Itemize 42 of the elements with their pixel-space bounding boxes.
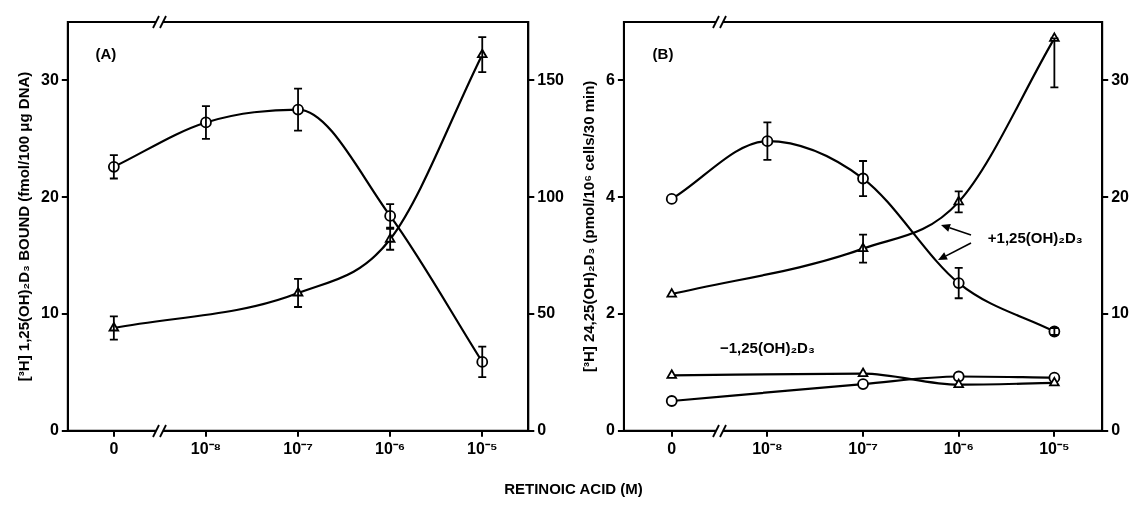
y-tick-label: 0 [605,421,615,439]
point [952,370,965,383]
x-tick-label: 10⁻⁶ [943,439,974,457]
y2-tick-label: 10 [1111,304,1130,322]
y2-tick-label: 0 [1111,421,1121,439]
x-tick-label: 10⁻⁵ [467,439,498,457]
point [666,369,677,379]
y-tick-label: 6 [605,70,615,88]
y2-tick-label: 30 [1111,70,1130,88]
y-tick-label: 4 [605,187,615,205]
y-tick-label: 30 [41,70,59,88]
y2-tick-label: 0 [537,421,547,439]
y-tick-label: 20 [41,187,59,205]
text: (B) [652,44,674,62]
x-tick-label: 10⁻⁷ [283,439,313,457]
x-tick-label: 10⁻⁸ [190,439,222,457]
annotation: −1,25(OH)₂D₃ [719,339,815,357]
y-tick-label: 10 [41,304,59,322]
point [665,193,678,205]
point [857,367,869,377]
x-tick-label: 10⁻⁷ [848,439,878,457]
point [953,378,964,389]
y-tick-label: 0 [49,421,59,439]
x-tick-label: 0 [109,439,119,457]
point [1049,377,1060,387]
y2-tick-label: 150 [537,70,565,88]
y2-tick-label: 20 [1111,187,1130,205]
x-tick-label: 10⁻⁵ [1039,439,1070,457]
text: (A) [95,44,117,62]
point [666,288,677,298]
point [857,378,869,390]
x-tick-label: 10⁻⁶ [375,439,406,457]
x-axis-title: RETINOIC ACID (M) [503,480,644,497]
annotation: +1,25(OH)₂D₃ [987,228,1083,246]
y2-tick-label: 50 [537,304,556,322]
y-axis-title: [³H] 1,25(OH)₂D₃ BOUND (fmol/100 μg DNA) [15,71,33,382]
x-tick-label: 0 [667,439,677,457]
y2-tick-label: 100 [537,187,565,205]
y-tick-label: 2 [605,304,615,322]
x-tick-label: 10⁻⁸ [752,439,783,457]
point [665,395,678,407]
y-axis-title: [³H] 24,25(OH)₂D₃ (pmol/10⁶ cells/30 min) [580,80,598,373]
